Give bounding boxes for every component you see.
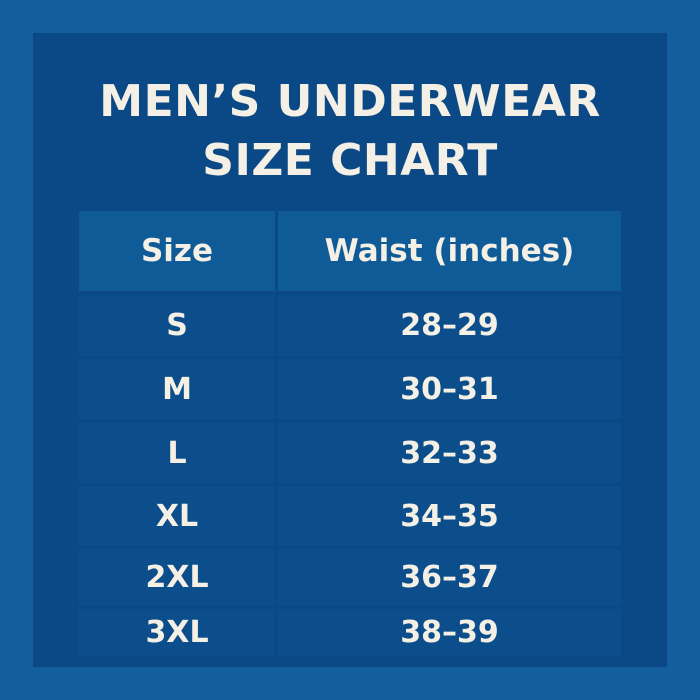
table-row: XL 34–35 [79, 486, 621, 546]
size-cell: S [79, 295, 275, 356]
size-cell: 2XL [79, 549, 275, 606]
table-row: 2XL 36–37 [79, 549, 621, 606]
table-row: L 32–33 [79, 423, 621, 483]
table-header-row: Size Waist (inches) [79, 211, 621, 291]
size-cell: M [79, 359, 275, 419]
title-line-1: MEN’S UNDERWEAR [99, 76, 601, 127]
waist-cell: 30–31 [278, 359, 621, 419]
waist-cell: 32–33 [278, 423, 621, 483]
waist-cell: 36–37 [278, 549, 621, 606]
header-waist: Waist (inches) [278, 211, 621, 291]
waist-cell: 28–29 [278, 295, 621, 356]
waist-cell: 38–39 [278, 609, 621, 656]
table-row: M 30–31 [79, 359, 621, 419]
size-cell: L [79, 423, 275, 483]
size-cell: 3XL [79, 609, 275, 656]
table-row: S 28–29 [79, 295, 621, 356]
size-cell: XL [79, 486, 275, 546]
header-size: Size [79, 211, 275, 291]
title-line-2: SIZE CHART [202, 135, 498, 186]
waist-cell: 34–35 [278, 486, 621, 546]
table-row: 3XL 38–39 [79, 609, 621, 656]
